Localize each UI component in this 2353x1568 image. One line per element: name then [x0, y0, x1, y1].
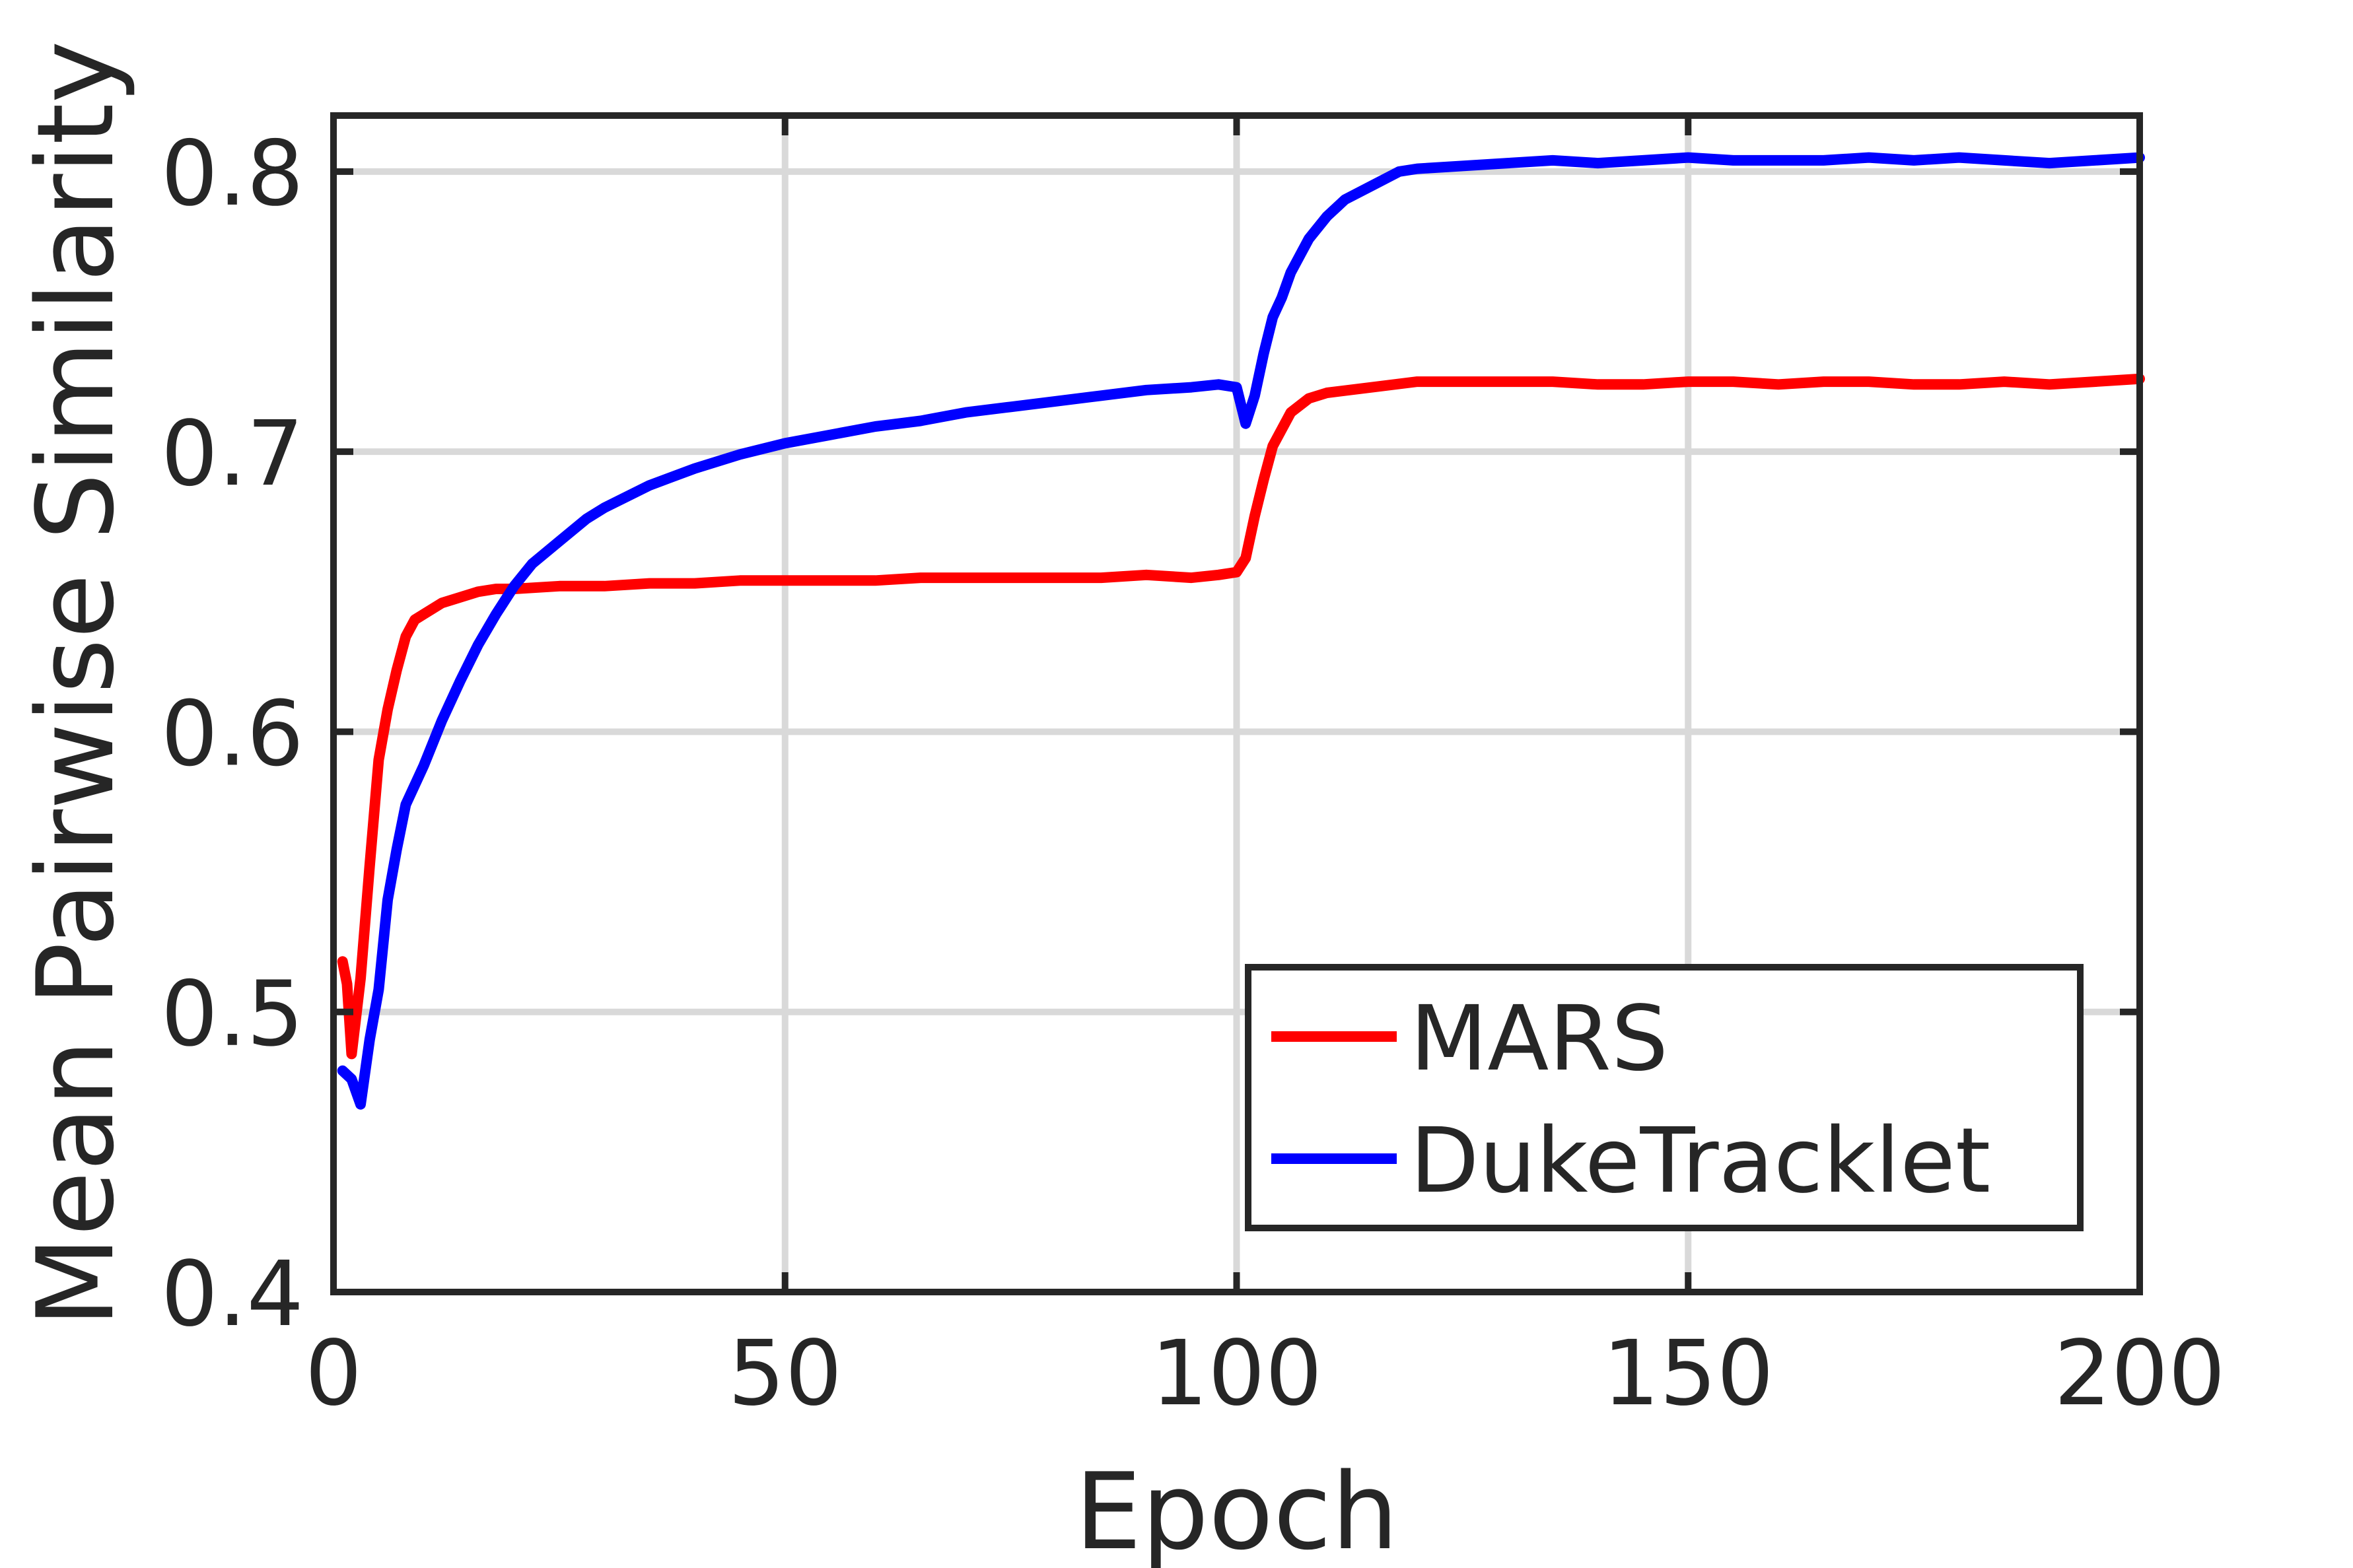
- y-tick-label: 0.7: [161, 402, 304, 506]
- legend-label-mars: MARS: [1410, 987, 1668, 1091]
- x-tick-label: 200: [2054, 1322, 2226, 1426]
- y-tick-label: 0.8: [161, 122, 304, 226]
- x-tick-label: 50: [728, 1322, 842, 1426]
- y-tick-label: 0.4: [161, 1243, 304, 1347]
- y-tick-label: 0.5: [161, 963, 304, 1067]
- series-lines: [337, 152, 2145, 1110]
- x-tick-label: 100: [1151, 1322, 1323, 1426]
- legend-box: [1245, 964, 2084, 1231]
- x-axis-label: Epoch: [1075, 1450, 1399, 1568]
- legend: MARS DukeTracklet: [1245, 964, 2084, 1231]
- x-tick-label: 0: [305, 1322, 363, 1426]
- y-axis-label: Mean Pairwise Similarity: [14, 41, 137, 1328]
- axis-ticks: [330, 116, 2143, 1295]
- tick-labels: 0 50 100 150 200 0.4 0.5 0.6 0.7 0.8: [161, 122, 2226, 1426]
- y-tick-label: 0.6: [161, 682, 304, 786]
- series-line-mars: [337, 373, 2145, 1060]
- legend-label-duketracklet: DukeTracklet: [1410, 1109, 1990, 1213]
- grid-lines: [334, 116, 2140, 1292]
- series-line-duketracklet: [337, 152, 2145, 1110]
- x-tick-label: 150: [1602, 1322, 1774, 1426]
